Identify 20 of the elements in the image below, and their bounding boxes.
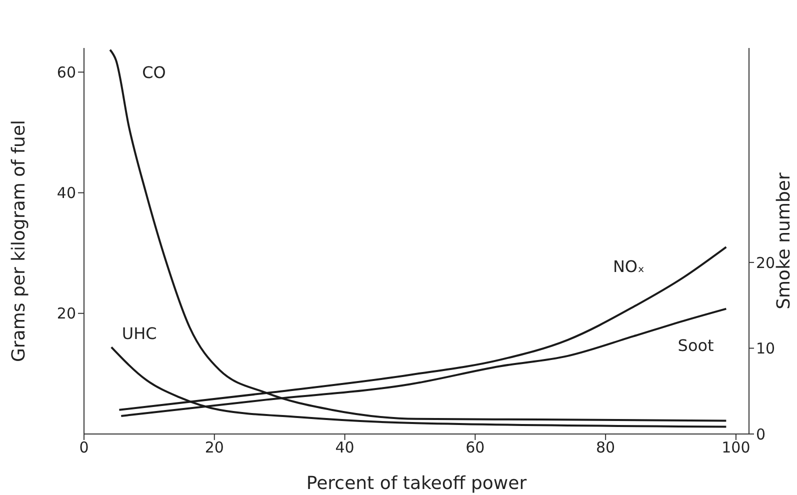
- series-label: NOₓ: [612, 257, 645, 276]
- y-axis-title: Grams per kilogram of fuel: [8, 120, 30, 362]
- series-label: UHC: [122, 324, 157, 344]
- y-tick-label: 60: [56, 63, 76, 82]
- x-tick-label: 0: [79, 438, 89, 457]
- line-series: [109, 48, 728, 422]
- y-tick-label: 20: [56, 304, 76, 323]
- y2-axis-title: Smoke number: [773, 172, 794, 310]
- x-axis-title: Percent of takeoff power: [306, 473, 528, 494]
- x-tick-label: 20: [204, 438, 224, 457]
- x-tick-label: 60: [466, 438, 485, 457]
- y2-tick-label: 0: [756, 425, 766, 444]
- series-label: CO: [142, 63, 166, 82]
- y2-tick-label: 20: [756, 254, 776, 272]
- x-tick-label: 100: [722, 438, 750, 457]
- x-tick-label: 80: [596, 438, 616, 457]
- y-tick-label: 40: [56, 184, 76, 202]
- y2-tick-label: 10: [756, 340, 776, 358]
- series-label: Soot: [678, 336, 714, 355]
- x-tick-label: 40: [335, 438, 354, 457]
